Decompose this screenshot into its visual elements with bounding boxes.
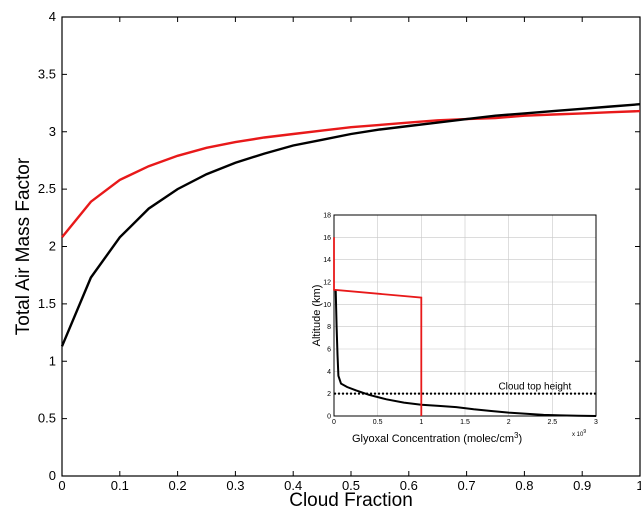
main-series-line-black [60, 103, 641, 347]
inset-x-tick-label: 1 [419, 419, 423, 426]
inset-y-tick-label: 18 [323, 213, 331, 220]
main-x-tick-label: 0.7 [458, 478, 476, 493]
main-x-tick-label: 0.4 [284, 478, 302, 493]
main-series-line-red [61, 109, 641, 239]
main-x-tick-label: 0.8 [515, 478, 533, 493]
main-x-tick-label: 0.2 [169, 478, 187, 493]
main-y-tick-label: 2.5 [38, 181, 56, 196]
main-y-axis-label: Total Air Mass Factor [13, 157, 34, 335]
main-x-tick-label: 0.3 [226, 478, 244, 493]
inset-y-tick-label: 2 [327, 391, 331, 398]
inset-y-tick-label: 10 [323, 302, 331, 309]
inset-y-tick-label: 6 [327, 347, 331, 354]
main-y-tick-label: 1.5 [38, 296, 56, 311]
main-x-tick-label: 0 [58, 478, 65, 493]
cloud-top-height-label: Cloud top height [498, 382, 571, 393]
inset-background [300, 206, 604, 446]
inset-x-multiplier-text: x 10 [572, 432, 584, 438]
inset-x-ticks: 0 0.5 1 1.5 2 2.5 3 [332, 419, 598, 426]
main-y-tick-label: 4 [49, 9, 56, 24]
inset-x-tick-label: 1.5 [460, 419, 470, 426]
inset-series [333, 237, 597, 417]
inset-x-tick-label: 0 [332, 419, 336, 426]
inset-x-multiplier: x 109 [572, 429, 586, 438]
inset-x-tick-label: 3 [594, 419, 598, 426]
inset-y-tick-label: 4 [327, 369, 331, 376]
main-x-ticks: 0 0.1 0.2 0.3 0.4 0.5 0.6 0.7 0.8 0.9 1 [58, 17, 641, 493]
main-x-tick-label: 0.6 [400, 478, 418, 493]
main-y-ticks: 0 0.5 1 1.5 2 2.5 3 3.5 4 [38, 9, 640, 483]
inset-series-line-red [333, 237, 423, 416]
main-x-axis-label: Cloud Fraction [289, 490, 413, 511]
main-x-tick-label: 0.9 [573, 478, 591, 493]
main-y-tick-label: 3 [49, 124, 56, 139]
inset-y-tick-label: 14 [323, 257, 331, 264]
main-y-tick-label: 2 [49, 239, 56, 254]
main-y-tick-label: 0 [49, 468, 56, 483]
inset-x-tick-label: 2 [507, 419, 511, 426]
inset-x-axis-label: Glyoxal Concentration (molec/cm3) [352, 431, 522, 446]
inset-chart: 0 0.5 1 1.5 2 2.5 3 0 2 4 6 8 10 12 14 16 18 Cloud top … [300, 206, 604, 446]
inset-x-axis-label-close: ) [518, 433, 522, 445]
main-series [60, 103, 641, 347]
main-x-tick-label: 0.5 [342, 478, 360, 493]
inset-y-ticks: 0 2 4 6 8 10 12 14 16 18 [323, 213, 331, 421]
inset-x-multiplier-exponent: 9 [583, 429, 586, 435]
inset-x-tick-label: 2.5 [547, 419, 557, 426]
inset-x-axis-label-text: Glyoxal Concentration (molec/cm [352, 433, 514, 445]
inset-x-axis-label-superscript: 3 [514, 431, 519, 440]
main-chart: 0 0.1 0.2 0.3 0.4 0.5 0.6 0.7 0.8 0.9 1 0 0.5 1 1.5 2 2… [13, 9, 641, 511]
inset-y-tick-label: 8 [327, 324, 331, 331]
inset-x-tick-label: 0.5 [373, 419, 383, 426]
main-x-tick-label: 1 [636, 478, 641, 493]
inset-plot-frame [333, 214, 597, 417]
inset-y-tick-label: 16 [323, 235, 331, 242]
main-y-tick-label: 0.5 [38, 411, 56, 426]
inset-y-axis-label: Altitude (km) [311, 285, 323, 347]
main-y-tick-label: 3.5 [38, 66, 56, 81]
main-x-tick-label: 0.1 [111, 478, 129, 493]
inset-y-tick-label: 0 [327, 414, 331, 421]
main-y-tick-label: 1 [49, 353, 56, 368]
inset-y-tick-label: 12 [323, 280, 331, 287]
